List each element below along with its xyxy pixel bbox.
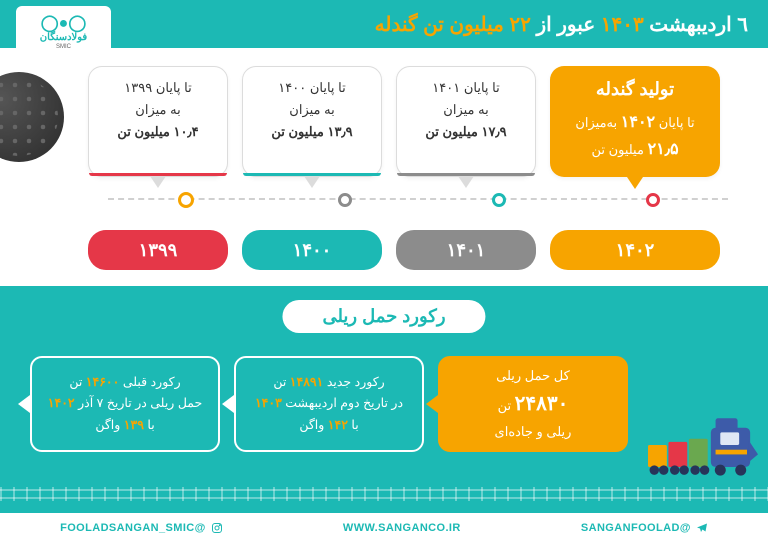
- rec-line: رکورد جدید ۱۴۸۹۱ تن: [244, 372, 414, 393]
- record-new: رکورد جدید ۱۴۸۹۱ تن در تاریخ دوم اردیبهش…: [234, 356, 424, 452]
- footer-telegram: @SANGANFOOLAD: [581, 522, 708, 534]
- card-accent: [397, 173, 535, 176]
- rec-line: حمل ریلی در تاریخ ۷ آذر ۱۴۰۲: [40, 393, 210, 414]
- header-bar: ٦ اردیبهشت ۱۴۰۳ عبور از ۲۲ میلیون تن گند…: [0, 0, 768, 48]
- card-1402-featured: تولید گندله تا پایان ۱۴۰۲ به‌میزان ۲۱٫۵ …: [550, 66, 720, 177]
- train-icon: [648, 405, 758, 485]
- card-value: ۱۰٫۴ میلیون تن: [97, 121, 219, 143]
- year-pill-1399: ۱۳۹۹: [88, 230, 228, 270]
- card-line: تا پایان ۱۳۹۹: [97, 77, 219, 99]
- arrow-icon: [18, 395, 30, 413]
- card-1399: تا پایان ۱۳۹۹ به میزان ۱۰٫۴ میلیون تن: [88, 66, 228, 177]
- logo-brand: فولادسنگان: [40, 32, 87, 44]
- card-1400: تا پایان ۱۴۰۰ به میزان ۱۳٫۹ میلیون تن: [242, 66, 382, 177]
- timeline-dot-1402: [178, 192, 194, 208]
- card-1401: تا پایان ۱۴۰۱ به میزان ۱۷٫۹ میلیون تن: [396, 66, 536, 177]
- featured-line-1: تا پایان ۱۴۰۲ به‌میزان: [560, 109, 710, 136]
- card-line: به میزان: [251, 99, 373, 121]
- rec-line: با ۱۴۲ واگن: [244, 415, 414, 436]
- production-panel: تا پایان ۱۳۹۹ به میزان ۱۰٫۴ میلیون تن تا…: [0, 48, 768, 286]
- total-sub: ریلی و جاده‌ای: [448, 421, 618, 443]
- year-pill-1401: ۱۴۰۱: [396, 230, 536, 270]
- rec-line: با ۱۳۹ واگن: [40, 415, 210, 436]
- rail-records: رکورد قبلی ۱۴۶۰۰ تن حمل ریلی در تاریخ ۷ …: [30, 356, 628, 452]
- card-accent: [89, 173, 227, 176]
- footer-instagram: @FOOLADSANGAN_SMIC: [60, 522, 223, 534]
- company-logo: ◯●◯ فولادسنگان SMIC: [16, 6, 111, 60]
- rec-line: رکورد قبلی ۱۴۶۰۰ تن: [40, 372, 210, 393]
- year-pill-1400: ۱۴۰۰: [242, 230, 382, 270]
- headline: ٦ اردیبهشت ۱۴۰۳ عبور از ۲۲ میلیون تن گند…: [20, 12, 748, 37]
- headline-year: ۱۴۰۳: [601, 14, 644, 36]
- logo-mark-icon: ◯●◯: [41, 16, 86, 32]
- card-accent: [243, 173, 381, 176]
- card-value: ۱۷٫۹ میلیون تن: [405, 121, 527, 143]
- rec-line: در تاریخ دوم اردیبهشت ۱۴۰۳: [244, 393, 414, 414]
- timeline-dot-1399: [646, 193, 660, 207]
- rail-panel: رکورد حمل ریلی رکورد قبلی ۱۴۶۰۰ تن: [0, 286, 768, 513]
- featured-title: تولید گندله: [560, 74, 710, 105]
- telegram-icon: [696, 522, 708, 534]
- card-value: ۱۳٫۹ میلیون تن: [251, 121, 373, 143]
- footer-website: WWW.SANGANCO.IR: [343, 522, 461, 534]
- arrow-icon: [222, 395, 234, 413]
- logo-sub: SMIC: [56, 44, 71, 50]
- infographic-page: ٦ اردیبهشت ۱۴۰۳ عبور از ۲۲ میلیون تن گند…: [0, 0, 768, 543]
- record-total: کل حمل ریلی ۲۴۸۳۰ تن ریلی و جاده‌ای: [438, 356, 628, 452]
- timeline-dot-1401: [338, 193, 352, 207]
- year-pills: ۱۳۹۹ ۱۴۰۰ ۱۴۰۱ ۱۴۰۲: [88, 230, 738, 270]
- headline-mid: عبور از: [531, 14, 601, 36]
- featured-line-2: ۲۱٫۵ میلیون تن: [560, 136, 710, 163]
- headline-pre: ٦ اردیبهشت: [644, 14, 748, 36]
- headline-amount: ۲۲ میلیون تن گندله: [375, 14, 531, 36]
- card-line: تا پایان ۱۴۰۱: [405, 77, 527, 99]
- timeline: [108, 198, 728, 200]
- arrow-icon: [426, 395, 438, 413]
- card-line: تا پایان ۱۴۰۰: [251, 77, 373, 99]
- pellet-image: [0, 72, 64, 162]
- rail-title: رکورد حمل ریلی: [282, 300, 485, 333]
- total-value: ۲۴۸۳۰ تن: [448, 387, 618, 421]
- total-label: کل حمل ریلی: [448, 365, 618, 387]
- timeline-dot-1400: [492, 193, 506, 207]
- card-line: به میزان: [405, 99, 527, 121]
- record-previous: رکورد قبلی ۱۴۶۰۰ تن حمل ریلی در تاریخ ۷ …: [30, 356, 220, 452]
- card-line: به میزان: [97, 99, 219, 121]
- footer-bar: @SANGANFOOLAD WWW.SANGANCO.IR @FOOLADSAN…: [0, 513, 768, 543]
- instagram-icon: [211, 522, 223, 534]
- rail-tracks: [0, 489, 768, 499]
- year-pill-1402: ۱۴۰۲: [550, 230, 720, 270]
- year-cards: تا پایان ۱۳۹۹ به میزان ۱۰٫۴ میلیون تن تا…: [88, 66, 738, 177]
